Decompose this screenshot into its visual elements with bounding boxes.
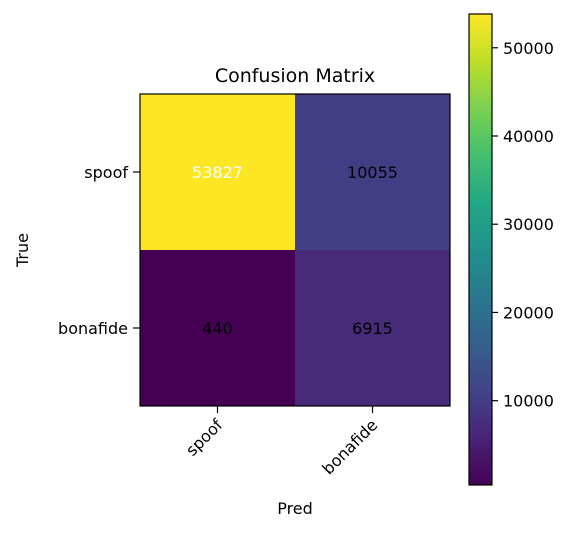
plot-frame xyxy=(139,93,451,407)
colorbar-tick-label: 20000 xyxy=(503,303,554,322)
cell-value-label: 53827 xyxy=(192,163,243,182)
cell-value-label: 6915 xyxy=(352,319,393,338)
colorbar-tick-label: 50000 xyxy=(503,39,554,58)
colorbar-ticks: 10000 20000 30000 40000 50000 xyxy=(492,39,554,411)
colorbar xyxy=(468,13,493,486)
heatmap-cell xyxy=(295,250,451,407)
x-axis-ticks: spoof bonafide xyxy=(182,406,381,478)
heatmap-cell xyxy=(295,94,451,251)
heatmap-cell xyxy=(140,250,296,407)
y-tick-label: bonafide xyxy=(58,319,128,338)
y-axis-ticks: spoof bonafide xyxy=(58,163,140,338)
x-axis-label: Pred xyxy=(277,499,313,518)
x-tick-label: spoof xyxy=(182,415,227,460)
colorbar-tick-label: 10000 xyxy=(503,392,554,411)
heatmap-cells: 53827 10055 440 6915 xyxy=(140,94,451,407)
colorbar-tick-label: 40000 xyxy=(503,127,554,146)
heatmap-cell xyxy=(140,94,296,251)
chart-title: Confusion Matrix xyxy=(215,65,375,87)
cell-value-label: 440 xyxy=(202,319,233,338)
colorbar-tick-label: 30000 xyxy=(503,215,554,234)
y-axis-label: True xyxy=(13,233,32,268)
cell-value-label: 10055 xyxy=(347,163,398,182)
y-tick-label: spoof xyxy=(84,163,128,182)
x-tick-label: bonafide xyxy=(318,415,381,478)
